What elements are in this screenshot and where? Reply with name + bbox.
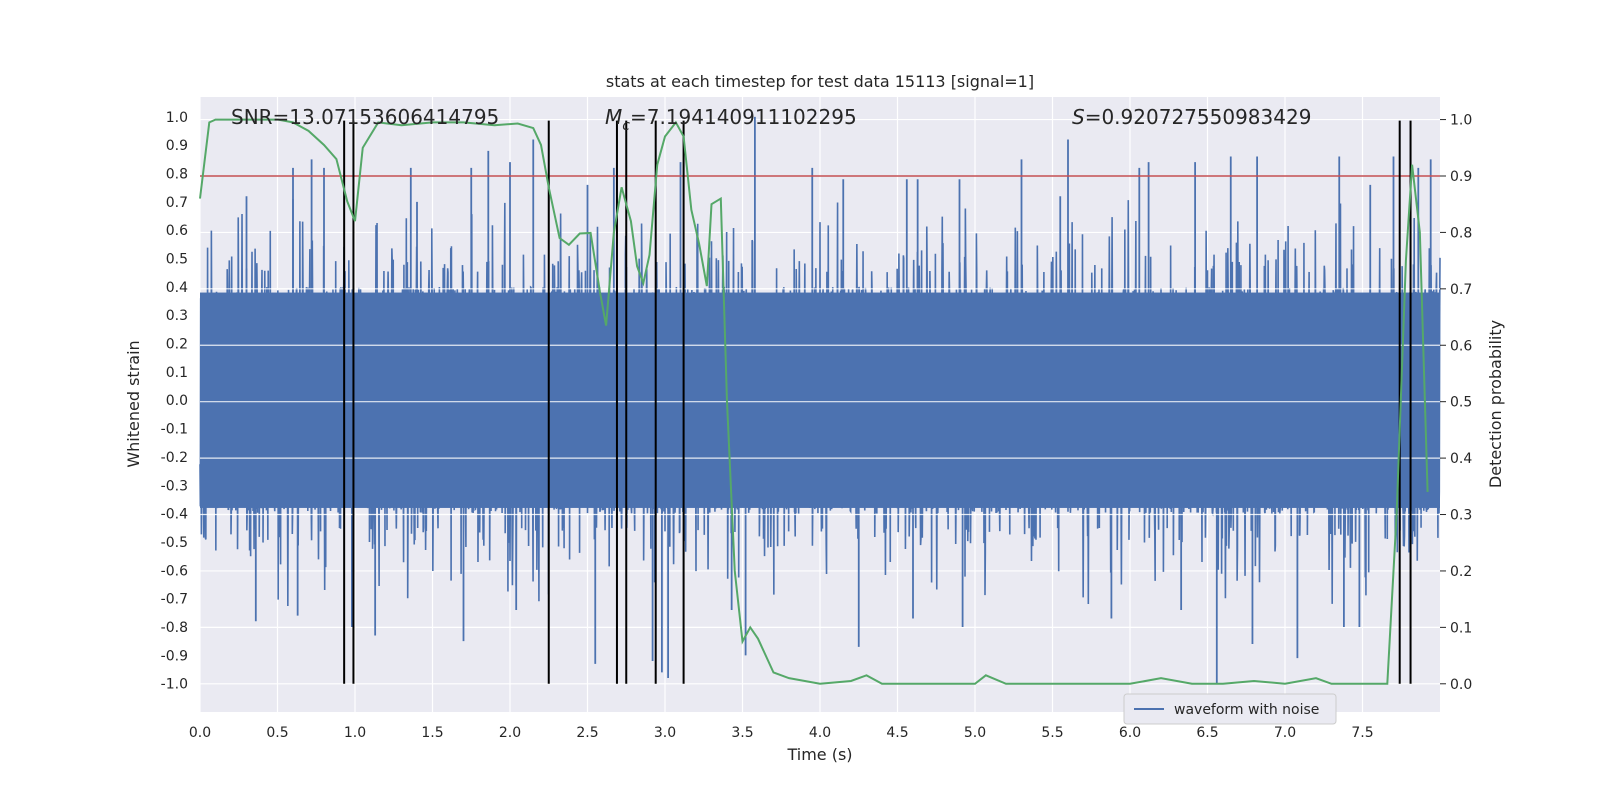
waveform-core-band [200, 292, 1440, 508]
right-y-tick-label: 0.4 [1450, 451, 1472, 467]
right-y-tick-label: 0.6 [1450, 338, 1472, 354]
chirp-mass-value: =7.194140911102295 [630, 105, 857, 129]
s-symbol: S [1072, 105, 1085, 129]
left-y-tick-label: -0.2 [161, 450, 188, 466]
left-y-axis-label: Whitened strain [124, 340, 143, 467]
right-y-tick-label: 0.1 [1450, 620, 1472, 636]
chart-title: stats at each timestep for test data 151… [606, 72, 1034, 91]
probability-line [199, 118, 1429, 685]
left-y-tick-label: -0.7 [161, 592, 188, 608]
x-tick-label: 3.5 [731, 725, 753, 741]
x-tick-label: 4.5 [886, 725, 908, 741]
left-y-tick-label: 0.4 [166, 280, 188, 296]
legend: waveform with noise [1123, 693, 1337, 725]
snr-annotation: SNR=13.07153606414795 [231, 105, 499, 129]
left-y-tick-label: 0.8 [166, 167, 188, 183]
left-y-tick-label: 1.0 [166, 110, 188, 126]
vertical-marker-lines [343, 120, 1412, 684]
right-y-tick-label: 0.7 [1450, 282, 1472, 298]
x-tick-label: 1.0 [344, 725, 366, 741]
left-y-tick-label: -0.6 [161, 563, 188, 579]
left-y-tick-label: 0.2 [166, 337, 188, 353]
x-tick-label: 7.5 [1351, 725, 1373, 741]
x-tick-label: 3.0 [654, 725, 676, 741]
x-tick-labels: 0.0 0.5 1.0 1.5 2.0 2.5 3.0 3.5 4.0 4.5 5.0 5.5 6.0 6… [189, 725, 1374, 741]
left-y-tick-label: 0.9 [166, 138, 188, 154]
x-tick-label: 6.0 [1119, 725, 1141, 741]
s-annotation: S=0.920727550983429 [1072, 105, 1311, 129]
left-y-tick-label: -0.4 [161, 507, 188, 523]
right-y-tick-label: 0.9 [1450, 169, 1472, 185]
x-tick-label: 6.5 [1196, 725, 1218, 741]
right-y-axis-label: Detection probability [1486, 320, 1505, 488]
x-tick-label: 7.0 [1274, 725, 1296, 741]
right-y-tick-label: 0.8 [1450, 225, 1472, 241]
right-y-tick-label: 0.3 [1450, 508, 1472, 524]
x-tick-label: 5.5 [1041, 725, 1063, 741]
left-y-tick-label: 0.1 [166, 365, 188, 381]
waveform-series [199, 116, 1441, 684]
s-value: =0.920727550983429 [1085, 105, 1312, 129]
threshold-line-group [200, 175, 1440, 516]
left-y-tick-label: -0.9 [161, 648, 188, 664]
left-y-tick-label: -0.3 [161, 478, 188, 494]
x-axis-label: Time (s) [786, 745, 852, 764]
right-y-tick-labels: 1.0 0.9 0.8 0.7 0.6 0.5 0.4 0.3 0.2 0.1 0.0 [1440, 113, 1472, 693]
right-y-tick-label: 0.0 [1450, 677, 1472, 693]
probability-series-group [199, 118, 1429, 685]
x-tick-label: 2.0 [499, 725, 521, 741]
left-y-tick-label: 0.0 [166, 393, 188, 409]
x-tick-label: 1.5 [421, 725, 443, 741]
chirp-mass-subscript: c [622, 118, 630, 134]
x-tick-label: 0.0 [189, 725, 211, 741]
chirp-mass-annotation: Mc=7.194140911102295 [605, 105, 857, 134]
x-tick-label: 5.0 [964, 725, 986, 741]
left-y-tick-label: -0.5 [161, 535, 188, 551]
left-y-tick-label: 0.5 [166, 252, 188, 268]
left-y-tick-label: 0.6 [166, 223, 188, 239]
x-tick-label: 0.5 [266, 725, 288, 741]
left-y-tick-label: -0.8 [161, 620, 188, 636]
legend-label: waveform with noise [1174, 702, 1319, 718]
right-y-tick-label: 0.5 [1450, 395, 1472, 411]
left-y-tick-label: -0.1 [161, 422, 188, 438]
left-y-tick-labels: 1.0 0.9 0.8 0.7 0.6 0.5 0.4 0.3 0.2 0.1 0.0 -0.1 -0.… [161, 110, 188, 693]
left-y-tick-label: 0.3 [166, 308, 188, 324]
x-tick-label: 2.5 [576, 725, 598, 741]
legend-box [1123, 693, 1337, 725]
chirp-mass-symbol: M [605, 105, 622, 129]
left-y-tick-label: -1.0 [161, 677, 188, 693]
right-y-tick-label: 1.0 [1450, 113, 1472, 129]
left-y-tick-label: 0.7 [166, 195, 188, 211]
x-tick-label: 4.0 [809, 725, 831, 741]
right-y-tick-label: 0.2 [1450, 564, 1472, 580]
